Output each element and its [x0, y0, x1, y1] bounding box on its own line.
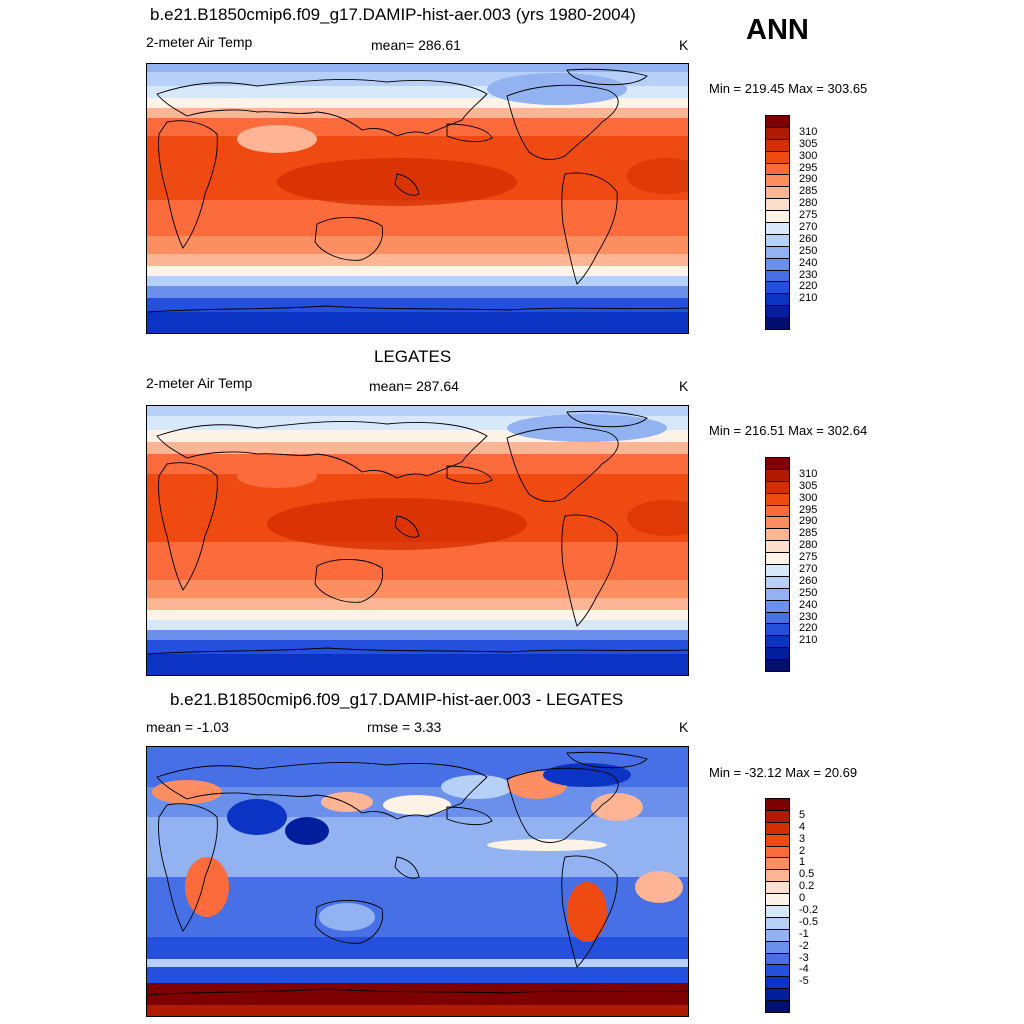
colorbar-label: 0 [799, 892, 806, 905]
panel-2-units: K [679, 378, 689, 394]
colorbar-label: 1 [799, 856, 806, 869]
colorbar-cell [765, 317, 790, 330]
colorbar-label: 210 [799, 292, 818, 305]
colorbar-label: 230 [799, 268, 818, 281]
panel-3-minmax: Min = -32.12 Max = 20.69 [709, 765, 858, 780]
colorbar-label: 0.5 [799, 868, 815, 881]
panel-1-variable-label: 2-meter Air Temp [146, 34, 253, 50]
panel-1-map-field [147, 64, 688, 333]
colorbar-label: 220 [799, 280, 818, 293]
colorbar-label: 285 [799, 185, 818, 198]
colorbar-label: 4 [799, 820, 806, 833]
colorbar-label: 310 [799, 125, 818, 138]
panel-2-map [146, 405, 689, 676]
colorbar-label: 240 [799, 598, 818, 611]
panel-3-map [146, 746, 689, 1017]
colorbar-label: 305 [799, 479, 818, 492]
panel-2-variable-label: 2-meter Air Temp [146, 375, 253, 391]
colorbar-label: 300 [799, 149, 818, 162]
colorbar-cell [765, 1000, 790, 1013]
panel-3-colorbar: 5 4 3 2 1 0.5 0.2 0 -0.2 -0.5 -1 -2 -3 -4 -5 [765, 798, 818, 1013]
panel-2-title: LEGATES [374, 347, 452, 366]
colorbar-label: 270 [799, 562, 818, 575]
colorbar-label: 280 [799, 539, 818, 552]
colorbar-label: 290 [799, 173, 818, 186]
colorbar-label: 295 [799, 161, 818, 174]
season-label: ANN [746, 14, 809, 46]
panel-1-minmax: Min = 219.45 Max = 303.65 [709, 81, 868, 96]
colorbar-label: 0.2 [799, 880, 815, 893]
colorbar-label: 295 [799, 503, 818, 516]
colorbar-label: 270 [799, 220, 818, 233]
colorbar-label: 310 [799, 467, 818, 480]
panel-1-title: b.e21.B1850cmip6.f09_g17.DAMIP-hist-aer.… [150, 5, 636, 24]
colorbar-label: 250 [799, 586, 818, 599]
colorbar-label: -4 [799, 963, 809, 976]
panel-1-colorbar: 310 305 300 295 290 285 280 275 270 260 250 240 230 2… [765, 115, 817, 330]
colorbar-label: -1 [799, 927, 809, 940]
colorbar-label: 280 [799, 197, 818, 210]
panel-2-colorbar: 310 305 300 295 290 285 280 275 270 260 250 240 230 2… [765, 457, 817, 672]
colorbar-label: -3 [799, 951, 809, 964]
colorbar-label: 285 [799, 527, 818, 540]
panel-2-mean-label: mean= 287.64 [369, 378, 459, 394]
colorbar-cell [765, 659, 790, 672]
colorbar-label: 3 [799, 832, 806, 845]
colorbar-label: 210 [799, 634, 818, 647]
colorbar-label: 260 [799, 232, 818, 245]
colorbar-label: 275 [799, 551, 818, 564]
colorbar-label: 240 [799, 256, 818, 269]
panel-2-minmax: Min = 216.51 Max = 302.64 [709, 423, 868, 438]
colorbar-label: 220 [799, 622, 818, 635]
colorbar-label: 290 [799, 515, 818, 528]
colorbar-label: 230 [799, 610, 818, 623]
colorbar-label: 305 [799, 137, 818, 150]
colorbar-label: -0.5 [799, 915, 818, 928]
panel-2-map-field [147, 406, 688, 675]
panel-3-title: b.e21.B1850cmip6.f09_g17.DAMIP-hist-aer.… [170, 690, 624, 709]
panel-3-units: K [679, 719, 689, 735]
colorbar-label: 300 [799, 491, 818, 504]
panel-3-map-field [147, 747, 688, 1016]
colorbar-label: -2 [799, 939, 809, 952]
panel-1-units: K [679, 37, 689, 53]
panel-1-mean-label: mean= 286.61 [371, 37, 461, 53]
colorbar-label: 5 [799, 808, 806, 821]
panel-1-map [146, 63, 689, 334]
colorbar-label: 260 [799, 574, 818, 587]
panel-3-rmse-label: rmse = 3.33 [367, 719, 442, 735]
colorbar-label: -0.2 [799, 903, 818, 916]
panel-3-mean-label: mean = -1.03 [146, 719, 229, 735]
colorbar-label: 275 [799, 209, 818, 222]
colorbar-label: 250 [799, 244, 818, 257]
colorbar-label: 2 [799, 844, 806, 857]
colorbar-label: -5 [799, 975, 809, 988]
